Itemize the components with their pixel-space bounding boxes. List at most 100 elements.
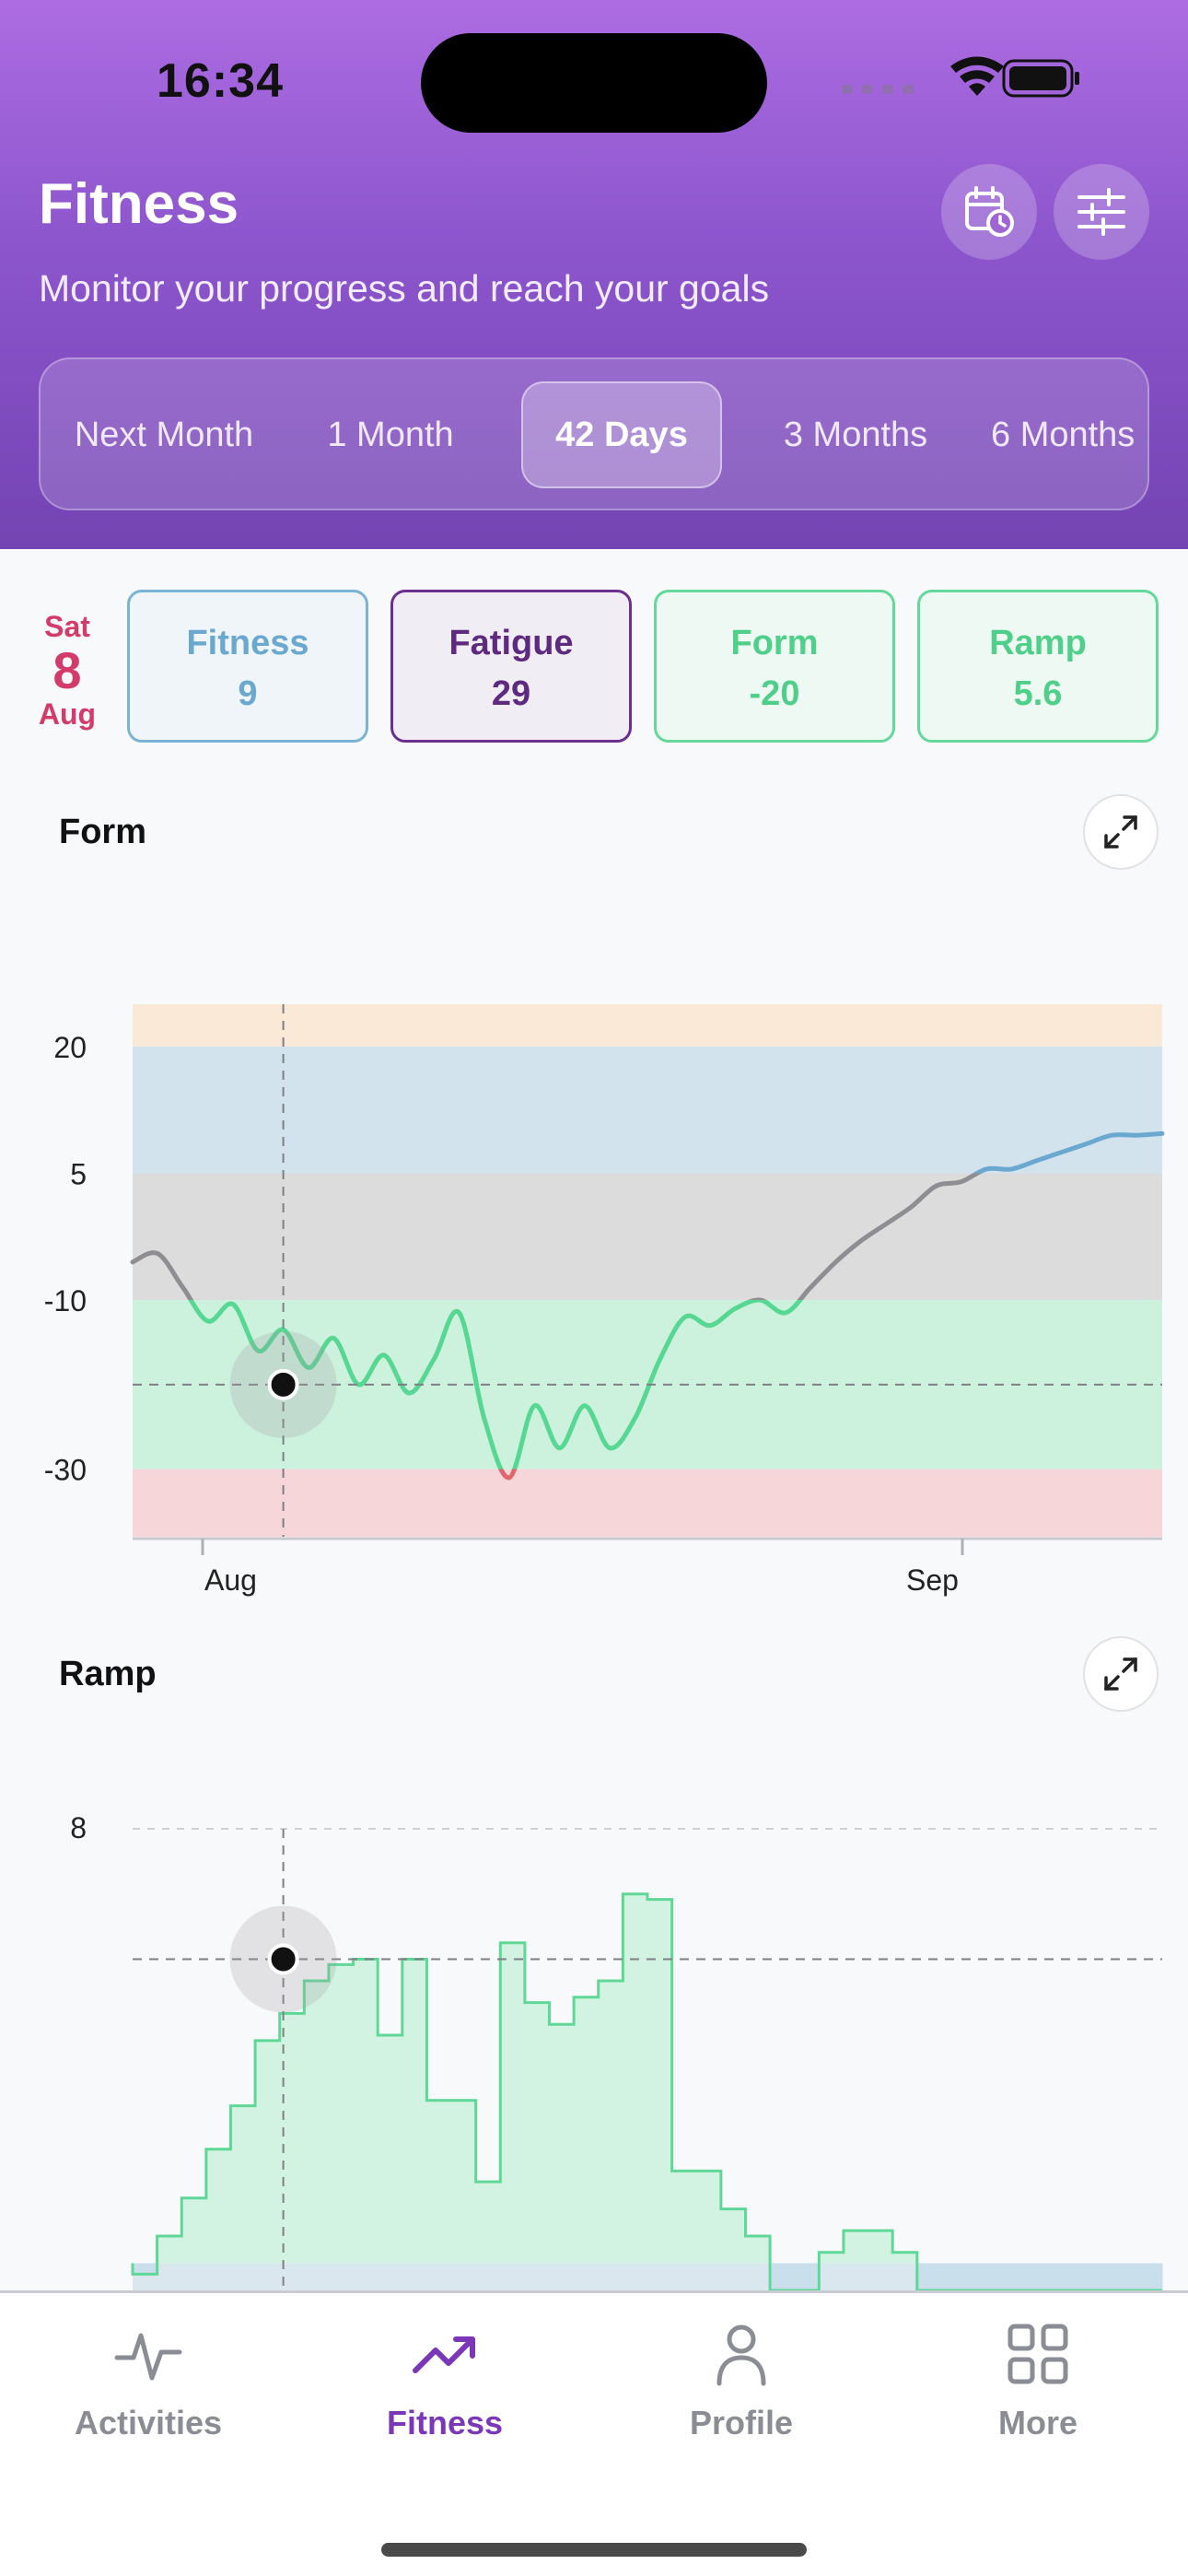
- form-chart[interactable]: 20 5 -10 -30 Aug Sep: [0, 977, 1188, 1622]
- form-label: Form: [730, 624, 819, 662]
- ramp-step: [181, 2197, 207, 2264]
- ramp-step: [255, 2040, 281, 2264]
- grid-icon: [1007, 2324, 1068, 2384]
- tab-activities[interactable]: Activities: [0, 2317, 297, 2442]
- ramp-step: [916, 2263, 942, 2290]
- tab-more[interactable]: More: [890, 2317, 1186, 2442]
- form-card[interactable]: Form -20: [654, 590, 895, 743]
- period-1-month[interactable]: 1 Month: [327, 415, 454, 454]
- ramp-step: [1112, 2263, 1138, 2290]
- tab-more-label: More: [997, 2404, 1077, 2441]
- ramp-cursor-point: [267, 1943, 299, 1975]
- ramp-cursor: [133, 1829, 1162, 2290]
- fatigue-value: 29: [491, 674, 531, 713]
- tab-fitness-label: Fitness: [386, 2404, 504, 2441]
- tab-fitness[interactable]: Fitness: [297, 2317, 593, 2442]
- form-zones: [133, 1004, 1162, 1537]
- form-ytick: -30: [44, 1454, 87, 1487]
- tab-activities-label: Activities: [74, 2404, 223, 2441]
- ramp-step: [549, 2024, 575, 2264]
- period-42-days[interactable]: 42 Days: [521, 381, 722, 488]
- form-expand-button[interactable]: [1083, 794, 1159, 870]
- form-chart-title: Form: [59, 813, 146, 851]
- ramp-step: [941, 2263, 967, 2290]
- period-selector: Next Month 1 Month 42 Days 3 Months 6 Mo…: [39, 357, 1149, 510]
- status-icons: [842, 56, 1079, 98]
- form-cursor-point: [267, 1368, 299, 1400]
- form-ytick: 20: [53, 1031, 87, 1064]
- ramp-step: [230, 2105, 256, 2264]
- ramp-card[interactable]: Ramp 5.6: [917, 590, 1159, 743]
- ramp-step: [1064, 2263, 1089, 2290]
- ramp-chart-title: Ramp: [59, 1655, 157, 1693]
- ramp-step: [574, 1996, 600, 2264]
- tab-profile[interactable]: Profile: [593, 2317, 890, 2442]
- ramp-step: [794, 2263, 820, 2290]
- ramp-step: [157, 2236, 182, 2264]
- trending-up-icon: [413, 2336, 475, 2373]
- tab-profile-label: Profile: [689, 2404, 794, 2441]
- header: 16:34 Fitness Monitor your progress and …: [0, 0, 1188, 549]
- signal-icon: [842, 85, 914, 94]
- ramp-step: [770, 2263, 796, 2290]
- form-zone-4: [133, 1469, 1162, 1537]
- ramp-step: [671, 2171, 697, 2264]
- ramp-ytick: 8: [70, 1811, 87, 1844]
- form-zone-2: [133, 1173, 1162, 1301]
- form-line: [130, 1130, 1165, 1481]
- fitness-value: 9: [238, 674, 258, 713]
- filter-button[interactable]: [1054, 164, 1149, 260]
- home-indicator: [381, 2543, 807, 2557]
- ramp-step: [966, 2263, 992, 2290]
- selected-month: Aug: [38, 697, 97, 731]
- calendar-button[interactable]: [941, 164, 1037, 260]
- form-series-line: [130, 1130, 1165, 1481]
- ramp-step: [598, 1981, 623, 2264]
- selected-date: Sat 8 Aug: [26, 610, 109, 732]
- sliders-icon: [1077, 188, 1125, 236]
- ramp-step: [328, 1964, 355, 2264]
- form-cursor: [133, 1004, 1162, 1537]
- ramp-expand-button[interactable]: [1083, 1636, 1159, 1712]
- ramp-step: [402, 1959, 427, 2264]
- ramp-step: [133, 2263, 158, 2275]
- ramp-step: [696, 2171, 722, 2264]
- ramp-step: [720, 2208, 746, 2264]
- ramp-chart[interactable]: 8: [0, 1787, 1188, 2290]
- form-zone-1: [133, 1046, 1162, 1174]
- calendar-clock-icon: [965, 186, 1014, 237]
- period-6-months[interactable]: 6 Months: [991, 415, 1136, 454]
- ramp-step: [500, 1942, 526, 2264]
- ramp-step: [892, 2252, 918, 2264]
- fatigue-label: Fatigue: [448, 624, 574, 662]
- ramp-step: [1089, 2263, 1114, 2290]
- ramp-label: Ramp: [989, 624, 1087, 662]
- status-time: 16:34: [157, 54, 284, 108]
- ramp-series-outline: [131, 1892, 1162, 2290]
- ramp-area: [131, 1892, 1163, 2290]
- tab-bar: Activities Fitness Profile: [0, 2290, 1188, 2576]
- ramp-step: [990, 2263, 1016, 2290]
- selected-weekday: Sat: [44, 610, 90, 643]
- battery-icon: [1002, 59, 1079, 98]
- form-xtick-sep: Sep: [906, 1563, 959, 1597]
- wifi-icon: [950, 56, 1004, 96]
- ramp-step: [623, 1893, 648, 2264]
- page-title: Fitness: [39, 172, 239, 236]
- page-subtitle: Monitor your progress and reach your goa…: [39, 267, 770, 310]
- ramp-step: [426, 2100, 452, 2264]
- form-zone-0: [133, 1004, 1162, 1047]
- ramp-step: [1039, 2263, 1066, 2290]
- fitness-card[interactable]: Fitness 9: [127, 590, 368, 743]
- ramp-step: [279, 2013, 305, 2264]
- profile-icon: [716, 2324, 766, 2386]
- period-next-month[interactable]: Next Month: [74, 415, 254, 454]
- ramp-step: [868, 2231, 893, 2264]
- fatigue-card[interactable]: Fatigue 29: [390, 590, 632, 743]
- ramp-step: [1137, 2263, 1163, 2290]
- ramp-step: [451, 2100, 477, 2264]
- period-3-months[interactable]: 3 Months: [783, 415, 928, 454]
- ramp-value: 5.6: [1013, 674, 1063, 713]
- form-y-axis: 20 5 -10 -30: [44, 1031, 87, 1487]
